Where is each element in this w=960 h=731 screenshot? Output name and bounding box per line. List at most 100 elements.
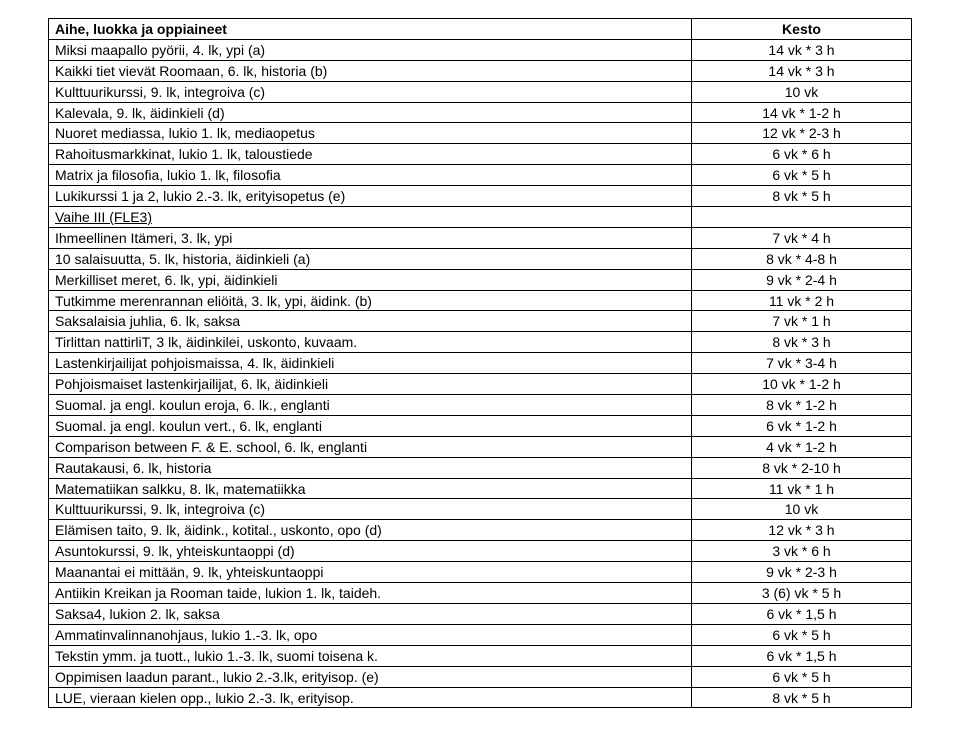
cell-aihe: Nuoret mediassa, lukio 1. lk, mediaopetu… [49,123,692,144]
cell-aihe: Comparison between F. & E. school, 6. lk… [49,436,692,457]
cell-kesto: 6 vk * 6 h [692,144,912,165]
cell-aihe: Ammatinvalinnanohjaus, lukio 1.-3. lk, o… [49,624,692,645]
cell-kesto: 9 vk * 2-4 h [692,269,912,290]
section-label: Vaihe III (FLE3) [55,209,152,225]
table-header-row: Aihe, luokka ja oppiaineet Kesto [49,19,912,40]
cell-kesto: 8 vk * 5 h [692,186,912,207]
table-row: Tutkimme merenrannan eliöitä, 3. lk, ypi… [49,290,912,311]
cell-aihe: Saksa4, lukion 2. lk, saksa [49,603,692,624]
cell-aihe: Suomal. ja engl. koulun eroja, 6. lk., e… [49,395,692,416]
cell-aihe: Tirlittan nattirliT, 3 lk, äidinkilei, u… [49,332,692,353]
table-row: Lukikurssi 1 ja 2, lukio 2.-3. lk, erity… [49,186,912,207]
cell-aihe: 10 salaisuutta, 5. lk, historia, äidinki… [49,248,692,269]
table-row: Kulttuurikurssi, 9. lk, integroiva (c)10… [49,81,912,102]
cell-kesto: 12 vk * 2-3 h [692,123,912,144]
cell-aihe: Elämisen taito, 9. lk, äidink., kotital.… [49,520,692,541]
cell-kesto: 6 vk * 1-2 h [692,415,912,436]
cell-kesto: 3 (6) vk * 5 h [692,583,912,604]
table-row: Saksa4, lukion 2. lk, saksa6 vk * 1,5 h [49,603,912,624]
cell-kesto: 6 vk * 5 h [692,165,912,186]
cell-aihe: Rautakausi, 6. lk, historia [49,457,692,478]
table-row: Lastenkirjailijat pohjoismaissa, 4. lk, … [49,353,912,374]
cell-aihe: Matrix ja filosofia, lukio 1. lk, filoso… [49,165,692,186]
cell-kesto: 8 vk * 5 h [692,687,912,708]
table-row: Asuntokurssi, 9. lk, yhteiskuntaoppi (d)… [49,541,912,562]
table-row: Maanantai ei mittään, 9. lk, yhteiskunta… [49,562,912,583]
cell-aihe: Saksalaisia juhlia, 6. lk, saksa [49,311,692,332]
cell-kesto: 11 vk * 1 h [692,478,912,499]
table-row: Suomal. ja engl. koulun vert., 6. lk, en… [49,415,912,436]
table-row: Matrix ja filosofia, lukio 1. lk, filoso… [49,165,912,186]
cell-kesto: 9 vk * 2-3 h [692,562,912,583]
cell-aihe: LUE, vieraan kielen opp., lukio 2.-3. lk… [49,687,692,708]
cell-kesto: 4 vk * 1-2 h [692,436,912,457]
cell-aihe: Oppimisen laadun parant., lukio 2.-3.lk,… [49,666,692,687]
table-row: Kaikki tiet vievät Roomaan, 6. lk, histo… [49,60,912,81]
cell-kesto: 7 vk * 1 h [692,311,912,332]
cell-kesto: 14 vk * 1-2 h [692,102,912,123]
cell-aihe: Antiikin Kreikan ja Rooman taide, lukion… [49,583,692,604]
cell-aihe: Rahoitusmarkkinat, lukio 1. lk, talousti… [49,144,692,165]
table-row: Oppimisen laadun parant., lukio 2.-3.lk,… [49,666,912,687]
table-row: Kalevala, 9. lk, äidinkieli (d)14 vk * 1… [49,102,912,123]
cell-aihe: Matematiikan salkku, 8. lk, matematiikka [49,478,692,499]
cell-kesto: 14 vk * 3 h [692,60,912,81]
table-row: Elämisen taito, 9. lk, äidink., kotital.… [49,520,912,541]
cell-aihe: Merkilliset meret, 6. lk, ypi, äidinkiel… [49,269,692,290]
cell-kesto: 10 vk [692,499,912,520]
table-row: Nuoret mediassa, lukio 1. lk, mediaopetu… [49,123,912,144]
table-row: Rautakausi, 6. lk, historia8 vk * 2-10 h [49,457,912,478]
cell-kesto: 8 vk * 3 h [692,332,912,353]
cell-kesto: 14 vk * 3 h [692,39,912,60]
table-row: Matematiikan salkku, 8. lk, matematiikka… [49,478,912,499]
section-kesto-empty [692,207,912,228]
cell-aihe: Tutkimme merenrannan eliöitä, 3. lk, ypi… [49,290,692,311]
cell-aihe: Suomal. ja engl. koulun vert., 6. lk, en… [49,415,692,436]
cell-aihe: Kulttuurikurssi, 9. lk, integroiva (c) [49,81,692,102]
cell-aihe: Asuntokurssi, 9. lk, yhteiskuntaoppi (d) [49,541,692,562]
cell-kesto: 6 vk * 1,5 h [692,603,912,624]
cell-kesto: 3 vk * 6 h [692,541,912,562]
cell-aihe: Lastenkirjailijat pohjoismaissa, 4. lk, … [49,353,692,374]
cell-aihe: Pohjoismaiset lastenkirjailijat, 6. lk, … [49,374,692,395]
table-row: Tirlittan nattirliT, 3 lk, äidinkilei, u… [49,332,912,353]
cell-kesto: 7 vk * 4 h [692,227,912,248]
cell-aihe: Kulttuurikurssi, 9. lk, integroiva (c) [49,499,692,520]
table-row: 10 salaisuutta, 5. lk, historia, äidinki… [49,248,912,269]
cell-kesto: 10 vk [692,81,912,102]
table-row: Ammatinvalinnanohjaus, lukio 1.-3. lk, o… [49,624,912,645]
cell-aihe: Kaikki tiet vievät Roomaan, 6. lk, histo… [49,60,692,81]
cell-aihe: Ihmeellinen Itämeri, 3. lk, ypi [49,227,692,248]
cell-kesto: 8 vk * 1-2 h [692,395,912,416]
cell-kesto: 10 vk * 1-2 h [692,374,912,395]
table-row: Miksi maapallo pyörii, 4. lk, ypi (a)14 … [49,39,912,60]
table-row: Suomal. ja engl. koulun eroja, 6. lk., e… [49,395,912,416]
cell-aihe: Miksi maapallo pyörii, 4. lk, ypi (a) [49,39,692,60]
table-row: Comparison between F. & E. school, 6. lk… [49,436,912,457]
table-row: Tekstin ymm. ja tuott., lukio 1.-3. lk, … [49,645,912,666]
cell-aihe: Kalevala, 9. lk, äidinkieli (d) [49,102,692,123]
section-row: Vaihe III (FLE3) [49,207,912,228]
table-row: Saksalaisia juhlia, 6. lk, saksa7 vk * 1… [49,311,912,332]
table-row: Pohjoismaiset lastenkirjailijat, 6. lk, … [49,374,912,395]
table-row: Antiikin Kreikan ja Rooman taide, lukion… [49,583,912,604]
cell-aihe: Maanantai ei mittään, 9. lk, yhteiskunta… [49,562,692,583]
cell-kesto: 6 vk * 1,5 h [692,645,912,666]
cell-kesto: 11 vk * 2 h [692,290,912,311]
table-row: Ihmeellinen Itämeri, 3. lk, ypi7 vk * 4 … [49,227,912,248]
table-row: Rahoitusmarkkinat, lukio 1. lk, talousti… [49,144,912,165]
page: Aihe, luokka ja oppiaineet Kesto Miksi m… [0,0,960,731]
cell-kesto: 12 vk * 3 h [692,520,912,541]
cell-aihe: Tekstin ymm. ja tuott., lukio 1.-3. lk, … [49,645,692,666]
header-kesto: Kesto [692,19,912,40]
cell-kesto: 6 vk * 5 h [692,666,912,687]
cell-kesto: 8 vk * 2-10 h [692,457,912,478]
cell-kesto: 8 vk * 4-8 h [692,248,912,269]
curriculum-table: Aihe, luokka ja oppiaineet Kesto Miksi m… [48,18,912,708]
header-aihe: Aihe, luokka ja oppiaineet [49,19,692,40]
cell-aihe: Lukikurssi 1 ja 2, lukio 2.-3. lk, erity… [49,186,692,207]
section-label-cell: Vaihe III (FLE3) [49,207,692,228]
table-row: Merkilliset meret, 6. lk, ypi, äidinkiel… [49,269,912,290]
cell-kesto: 6 vk * 5 h [692,624,912,645]
table-row: Kulttuurikurssi, 9. lk, integroiva (c)10… [49,499,912,520]
